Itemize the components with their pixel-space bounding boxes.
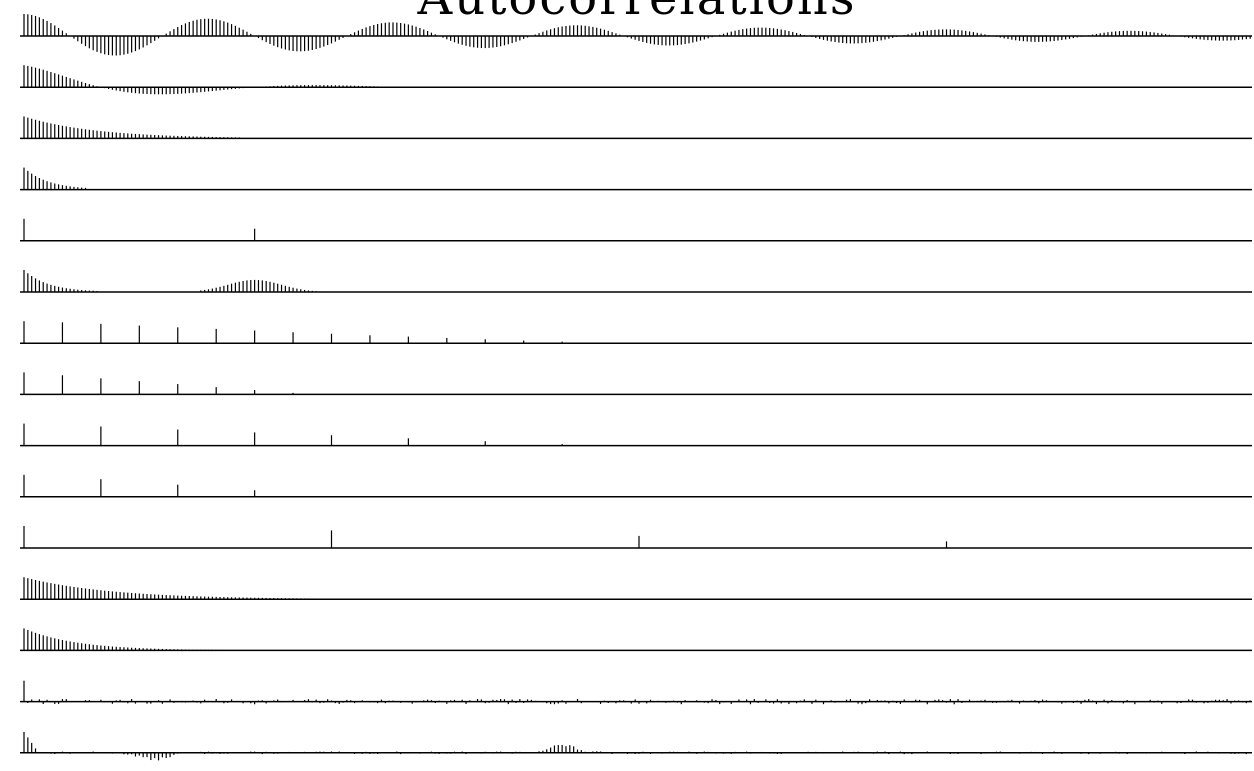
panel-5 <box>20 218 1252 242</box>
panel-15 <box>20 731 1252 761</box>
panel-1 <box>20 14 1252 56</box>
panel-14 <box>20 680 1252 705</box>
panel-8 <box>20 372 1252 396</box>
panel-11 <box>20 526 1252 549</box>
panel-4 <box>20 167 1252 191</box>
panel-9 <box>20 423 1252 447</box>
chart-title: Autocorrelations <box>417 0 857 26</box>
panel-3 <box>20 116 1252 140</box>
panels-group <box>20 14 1252 761</box>
panel-13 <box>20 628 1252 652</box>
panel-12 <box>20 577 1252 600</box>
panel-10 <box>20 474 1252 498</box>
panel-2 <box>20 65 1252 95</box>
panel-7 <box>20 321 1252 344</box>
panel-6 <box>20 270 1252 293</box>
